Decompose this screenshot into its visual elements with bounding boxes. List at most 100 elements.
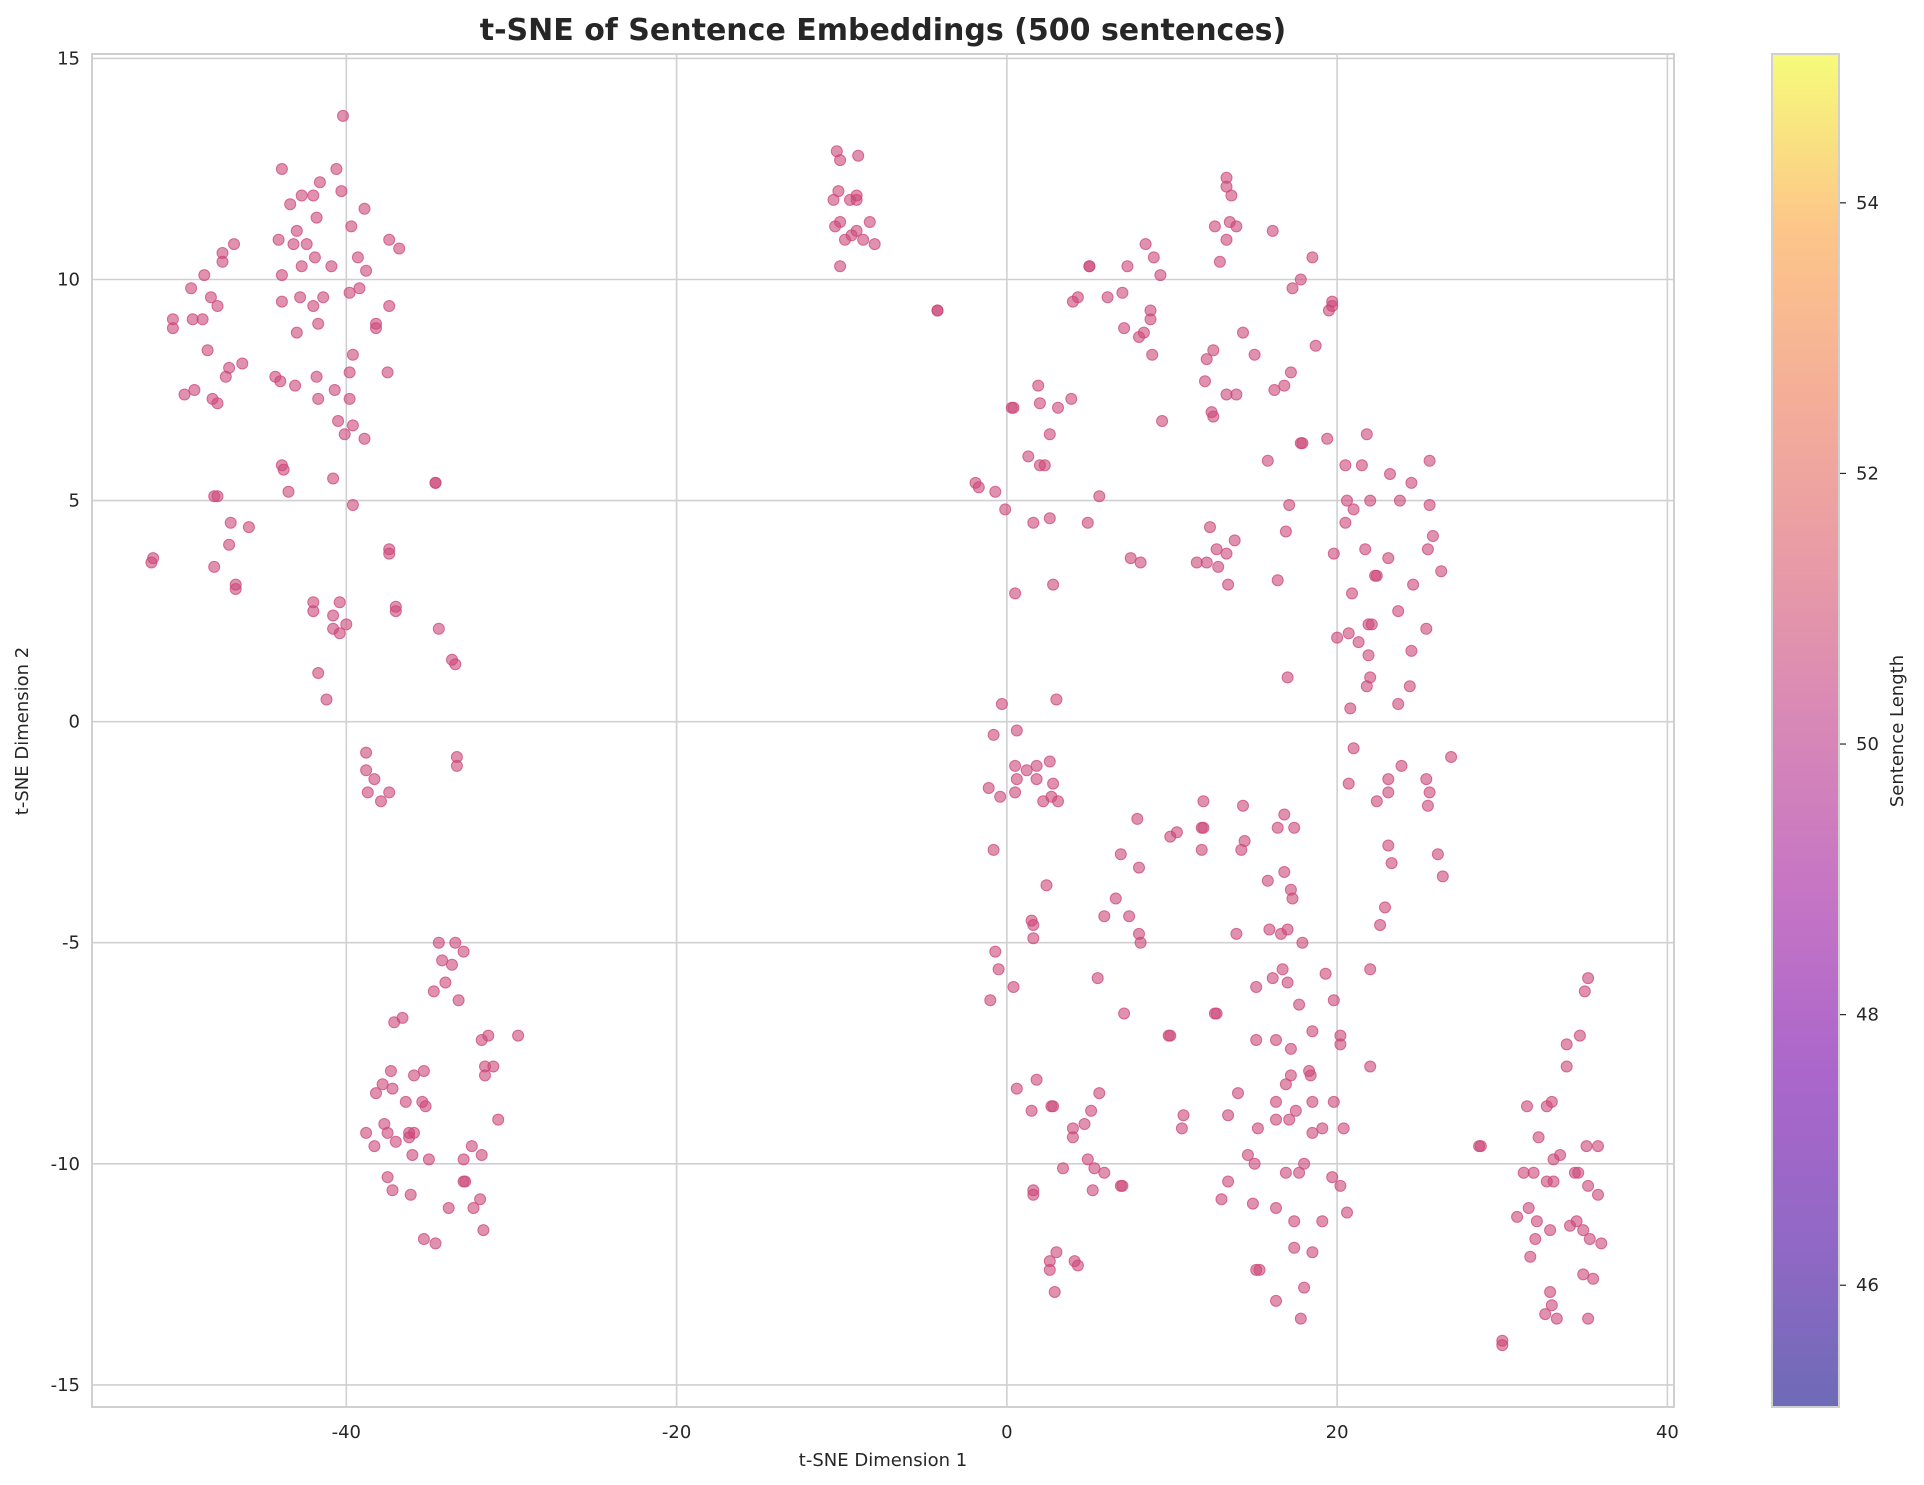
data-point (1250, 1034, 1263, 1046)
colorbar-tick-label: 48 (1856, 1005, 1879, 1026)
data-point (1393, 494, 1406, 507)
data-point (1321, 432, 1334, 445)
colorbar-label: Sentence Length (1887, 655, 1908, 807)
data-point (274, 375, 287, 388)
data-point (987, 728, 1000, 741)
data-point (1270, 1095, 1282, 1108)
data-point (1210, 543, 1223, 556)
data-point (1212, 560, 1225, 573)
data-point (1322, 304, 1335, 317)
data-point (277, 463, 290, 476)
data-point (1118, 322, 1131, 335)
data-point (1215, 1193, 1228, 1206)
data-point (330, 163, 343, 175)
data-point (1230, 927, 1243, 940)
data-point (368, 1140, 381, 1153)
data-point (1370, 569, 1383, 582)
data-point (1365, 618, 1378, 631)
data-point (1131, 812, 1144, 825)
data-point (1281, 976, 1294, 989)
data-point (972, 481, 985, 494)
data-point (1298, 1157, 1311, 1170)
data-point (178, 388, 191, 401)
data-point (204, 291, 217, 304)
colorbar-ticks: 54 52 50 48 46 (1840, 193, 1879, 1296)
y-tick-label: 15 (57, 48, 80, 69)
data-point (393, 242, 406, 255)
data-point (1316, 1122, 1329, 1135)
data-point (272, 233, 285, 246)
data-point (1232, 1087, 1244, 1100)
data-point (1286, 892, 1299, 905)
data-point (1379, 901, 1391, 914)
data-point (1261, 454, 1274, 467)
data-point (1420, 773, 1433, 786)
data-point (1268, 384, 1281, 396)
data-point (1134, 936, 1147, 949)
data-point (307, 605, 320, 618)
data-point (1405, 644, 1418, 657)
data-point (1116, 1179, 1129, 1192)
data-point (446, 958, 458, 971)
data-point (1364, 494, 1377, 507)
data-point (1270, 1294, 1282, 1307)
data-point (386, 1082, 399, 1095)
data-point (479, 1069, 491, 1082)
data-point (335, 185, 348, 198)
data-point (1445, 751, 1458, 763)
data-point (1225, 189, 1238, 202)
data-point (346, 499, 359, 511)
data-point (1010, 724, 1023, 737)
data-point (211, 300, 224, 312)
data-point (1530, 1215, 1543, 1228)
data-point (282, 485, 295, 498)
data-point (1222, 578, 1235, 591)
data-point (1027, 932, 1040, 945)
data-point (475, 1149, 488, 1161)
data-point (1030, 759, 1043, 772)
data-point (1266, 224, 1279, 237)
data-point (1022, 450, 1035, 463)
data-point (1025, 1104, 1038, 1117)
data-point (1347, 742, 1360, 755)
data-point (1511, 1210, 1524, 1223)
data-point (1010, 773, 1023, 786)
data-point (1050, 693, 1063, 706)
data-point (1093, 1087, 1106, 1100)
data-point (1405, 476, 1418, 489)
data-point (1164, 830, 1177, 843)
data-point (1235, 843, 1248, 856)
data-point (1213, 255, 1226, 268)
data-point (1030, 773, 1043, 786)
data-point (1384, 468, 1396, 480)
data-point (1027, 919, 1040, 931)
data-point (289, 379, 302, 392)
data-point (406, 1149, 419, 1161)
data-point (1382, 839, 1395, 852)
data-point (381, 1171, 394, 1184)
x-tick-label: -40 (332, 1422, 361, 1443)
data-point (1081, 516, 1094, 529)
data-point (1283, 499, 1296, 511)
data-point (1278, 379, 1291, 392)
data-point (1296, 437, 1309, 450)
data-point (439, 976, 452, 989)
colorbar-frame (1771, 53, 1840, 1408)
data-point (1355, 459, 1368, 472)
data-point (343, 286, 356, 299)
data-point (389, 1135, 402, 1148)
data-point (1271, 821, 1284, 834)
data-point (1199, 375, 1211, 388)
data-point (1550, 1312, 1563, 1325)
data-point (1426, 530, 1439, 542)
data-point (1334, 1179, 1347, 1192)
data-point (1121, 260, 1134, 273)
data-point (429, 476, 442, 489)
data-point (931, 304, 944, 317)
data-point (1281, 923, 1294, 936)
data-point (1306, 1095, 1319, 1108)
data-point (1337, 1122, 1350, 1135)
data-point (1118, 1007, 1131, 1020)
data-point (1190, 556, 1203, 569)
data-point (1065, 392, 1078, 405)
